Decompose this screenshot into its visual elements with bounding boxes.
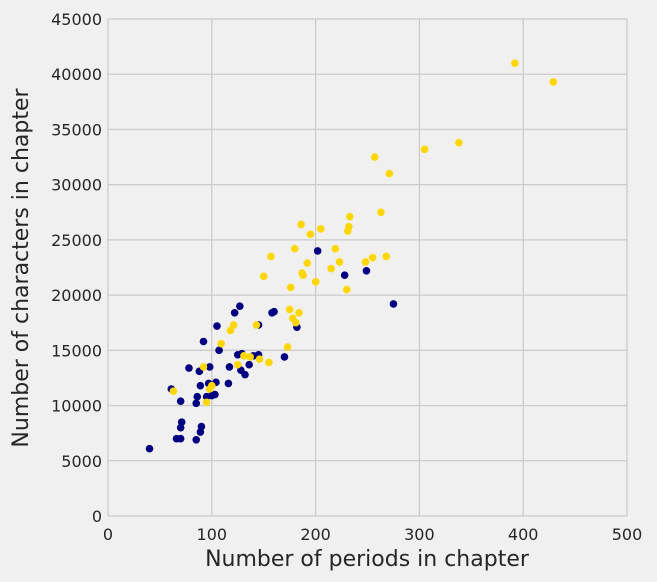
- data-point: [224, 379, 233, 388]
- data-point: [229, 321, 238, 329]
- data-point: [199, 337, 208, 346]
- data-point: [246, 353, 255, 361]
- data-point: [192, 435, 201, 444]
- data-point: [316, 225, 325, 233]
- data-point: [370, 153, 379, 161]
- x-tick-label: 300: [404, 525, 435, 544]
- data-point: [342, 285, 351, 294]
- y-tick-label: 5000: [61, 452, 102, 471]
- data-point: [280, 353, 289, 361]
- data-point: [230, 308, 239, 317]
- data-point: [259, 272, 268, 281]
- data-point: [211, 390, 219, 399]
- data-point: [241, 370, 249, 379]
- y-tick-label: 15000: [51, 341, 102, 360]
- data-points: [145, 59, 558, 453]
- data-point: [169, 387, 178, 395]
- data-point: [255, 355, 264, 363]
- data-point: [225, 363, 234, 371]
- data-point: [292, 318, 300, 327]
- data-point: [377, 208, 385, 217]
- data-point: [306, 230, 315, 239]
- data-point: [331, 244, 340, 253]
- data-point: [193, 392, 202, 401]
- data-point: [233, 360, 242, 369]
- data-point: [270, 307, 278, 316]
- y-tick-label: 30000: [51, 176, 102, 195]
- x-tick-label: 500: [612, 525, 643, 544]
- data-point: [549, 78, 558, 86]
- data-point: [327, 264, 335, 273]
- data-point: [311, 278, 320, 286]
- data-point: [226, 326, 235, 335]
- data-point: [205, 363, 214, 371]
- data-point: [265, 358, 273, 367]
- data-point: [267, 252, 275, 261]
- data-point: [176, 397, 185, 405]
- data-point: [197, 422, 206, 431]
- data-point: [245, 360, 253, 369]
- y-tick-label: 0: [92, 507, 102, 526]
- data-point: [420, 145, 429, 154]
- y-tick-label: 35000: [51, 120, 102, 139]
- data-point: [382, 252, 390, 261]
- data-point: [368, 253, 377, 262]
- data-point: [176, 434, 185, 443]
- y-tick-label: 25000: [51, 231, 102, 250]
- data-point: [202, 398, 211, 407]
- data-point: [192, 399, 201, 408]
- data-point: [362, 267, 371, 275]
- data-point: [240, 352, 248, 360]
- data-point: [285, 305, 294, 314]
- data-point: [335, 258, 344, 266]
- data-point: [361, 258, 370, 266]
- data-point: [236, 302, 244, 310]
- y-axis-label: Number of characters in chapter: [9, 87, 34, 447]
- data-point: [213, 322, 221, 330]
- x-axis-ticks: 0 100 200 300 400 500: [103, 525, 642, 544]
- data-point: [185, 364, 193, 372]
- data-point: [346, 212, 354, 221]
- x-tick-label: 200: [300, 525, 331, 544]
- y-tick-label: 20000: [51, 286, 102, 305]
- data-point: [286, 283, 295, 292]
- x-tick-label: 100: [197, 525, 228, 544]
- y-tick-label: 40000: [51, 65, 102, 84]
- data-point: [252, 321, 261, 329]
- data-point: [295, 308, 303, 317]
- y-axis-ticks: 0 5000 10000 15000 20000 25000 30000 35000 40000…: [51, 10, 102, 526]
- x-axis-label: Number of periods in chapter: [205, 547, 530, 572]
- data-point: [455, 138, 463, 147]
- x-tick-label: 0: [103, 525, 113, 544]
- data-point: [511, 59, 519, 67]
- y-tick-label: 10000: [51, 397, 102, 416]
- data-point: [385, 169, 394, 178]
- data-point: [283, 343, 292, 351]
- data-point: [199, 363, 208, 371]
- y-tick-label: 45000: [51, 10, 102, 29]
- data-point: [196, 381, 205, 390]
- data-point: [297, 220, 305, 229]
- data-point: [299, 271, 307, 280]
- x-tick-label: 400: [508, 525, 539, 544]
- data-point: [208, 381, 216, 390]
- data-point: [215, 346, 223, 355]
- data-point: [345, 222, 353, 231]
- data-point: [313, 247, 322, 255]
- data-point: [177, 418, 186, 426]
- data-point: [217, 339, 225, 348]
- data-point: [145, 444, 154, 453]
- data-point: [340, 271, 349, 280]
- data-point: [303, 259, 312, 267]
- data-point: [291, 244, 299, 253]
- data-point: [389, 300, 398, 308]
